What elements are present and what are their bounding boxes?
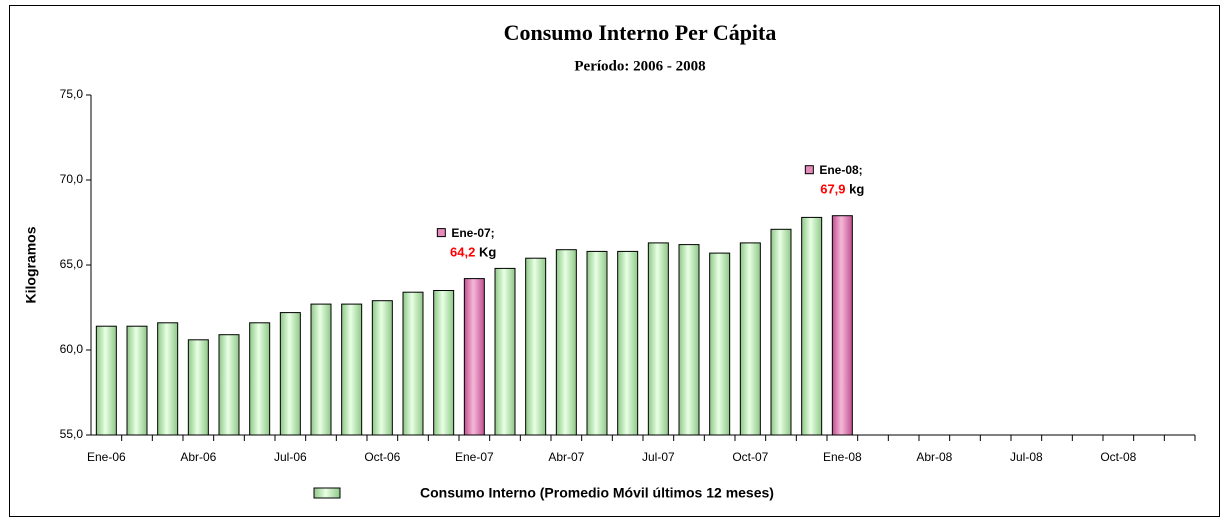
bar (555, 249, 577, 436)
bar (187, 339, 209, 436)
bar (279, 312, 301, 436)
bar (402, 291, 424, 436)
bar (739, 242, 761, 436)
x-tick-label: Ene-07 (455, 450, 494, 464)
label-key (436, 228, 446, 238)
bar (463, 278, 485, 436)
legend-swatch (313, 487, 341, 499)
bar (157, 322, 179, 436)
data-label-name: Ene-08; (819, 163, 862, 177)
chart-title: Consumo Interno Per Cápita (504, 20, 777, 45)
bar (586, 250, 608, 436)
x-tick-label: Jul-08 (1010, 450, 1043, 464)
x-tick-label: Abr-08 (916, 450, 952, 464)
bar (371, 300, 393, 436)
x-tick-label: Abr-06 (180, 450, 216, 464)
chart-subtitle: Período: 2006 - 2008 (574, 58, 705, 74)
y-tick-label: 65,0 (60, 257, 84, 271)
label-key (804, 165, 814, 175)
x-tick-label: Jul-07 (642, 450, 675, 464)
data-label-unit: kg (849, 182, 864, 197)
data-label-unit: Kg (479, 245, 496, 260)
bar (494, 267, 516, 436)
x-tick-label: Oct-06 (364, 450, 400, 464)
data-label-value: 67,9 (820, 182, 845, 197)
x-tick-label: Oct-07 (732, 450, 768, 464)
bar (433, 290, 455, 436)
x-tick-label: Ene-08 (823, 450, 862, 464)
y-tick-label: 55,0 (60, 427, 84, 441)
bar (249, 322, 271, 436)
x-tick-label: Oct-08 (1100, 450, 1136, 464)
bar (678, 244, 700, 436)
bar (709, 252, 731, 436)
bar (126, 325, 148, 436)
legend-label: Consumo Interno (Promedio Móvil últimos … (420, 485, 774, 501)
x-tick-label: Jul-06 (274, 450, 307, 464)
data-label-name: Ene-07; (451, 226, 494, 240)
bar (310, 303, 332, 436)
chart-border (9, 5, 1220, 517)
y-tick-label: 70,0 (60, 172, 84, 186)
x-tick-label: Abr-07 (548, 450, 584, 464)
bar (617, 250, 639, 436)
y-tick-label: 60,0 (60, 342, 84, 356)
bar (95, 325, 117, 436)
bar (831, 215, 853, 436)
bar (218, 334, 240, 436)
legend: Consumo Interno (Promedio Móvil últimos … (313, 485, 774, 501)
bar (770, 228, 792, 436)
bar (801, 216, 823, 436)
bar (647, 242, 669, 436)
bar (525, 257, 547, 436)
data-label: 67,9 kg (820, 182, 864, 197)
bar (341, 303, 363, 436)
x-tick-label: Ene-06 (87, 450, 126, 464)
y-axis-label: Kilogramos (23, 226, 39, 303)
y-tick-label: 75,0 (60, 87, 84, 101)
data-label: 64,2 Kg (450, 245, 496, 260)
data-label-value: 64,2 (450, 245, 475, 260)
